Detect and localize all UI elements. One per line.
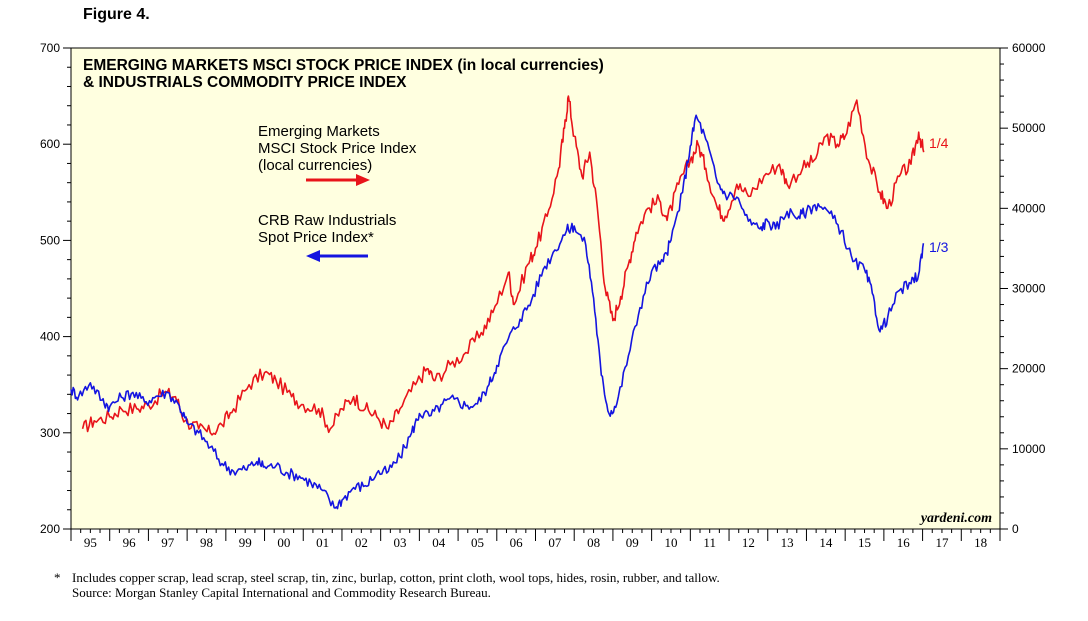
x-tick-label: 02 — [355, 535, 368, 550]
legend-em-line-2: MSCI Stock Price Index — [258, 140, 417, 157]
x-tick-label: 00 — [277, 535, 290, 550]
right-tick-label: 10000 — [1012, 442, 1046, 456]
watermark: yardeni.com — [919, 511, 992, 526]
x-tick-label: 98 — [200, 535, 213, 550]
left-tick-label: 400 — [40, 330, 60, 344]
legend-em-line-3: (local currencies) — [258, 157, 372, 174]
x-tick-label: 15 — [858, 535, 871, 550]
x-tick-label: 95 — [84, 535, 97, 550]
x-tick-label: 09 — [626, 535, 639, 550]
x-tick-label: 06 — [510, 535, 524, 550]
footnote: * Includes copper scrap, lead scrap, stee… — [54, 570, 720, 600]
legend-emerging-markets: Emerging Markets MSCI Stock Price Index … — [258, 123, 417, 186]
left-tick-label: 300 — [40, 426, 60, 440]
series-line-crb — [70, 114, 925, 510]
x-tick-label: 13 — [781, 535, 794, 550]
left-tick-label: 200 — [40, 522, 60, 536]
left-axis-labels: 200 300 400 500 600 700 — [40, 41, 60, 536]
x-tick-label: 01 — [316, 535, 329, 550]
left-tick-label: 700 — [40, 41, 60, 55]
x-tick-label: 05 — [471, 535, 484, 550]
right-tick-label: 50000 — [1012, 121, 1046, 135]
axis-ticks — [63, 47, 1008, 541]
x-tick-label: 97 — [161, 535, 175, 550]
legend-em-line-1: Emerging Markets — [258, 123, 380, 140]
right-tick-label: 60000 — [1012, 41, 1046, 55]
x-tick-label: 18 — [974, 535, 987, 550]
legend-crb-arrow-head — [306, 250, 320, 262]
right-tick-label: 0 — [1012, 522, 1019, 536]
right-tick-label: 30000 — [1012, 282, 1046, 296]
x-tick-label: 03 — [394, 535, 407, 550]
x-tick-label: 17 — [935, 535, 949, 550]
x-tick-label: 08 — [587, 535, 600, 550]
right-tick-label: 20000 — [1012, 362, 1046, 376]
x-tick-label: 07 — [548, 535, 562, 550]
footnote-note: Includes copper scrap, lead scrap, steel… — [72, 570, 720, 585]
right-tick-label: 40000 — [1012, 201, 1046, 215]
x-tick-label: 12 — [742, 535, 755, 550]
x-tick-label: 96 — [123, 535, 137, 550]
x-axis-labels: 95 96 97 98 99 00 01 02 03 04 05 06 07 08 09 10 11 12 13 14… — [84, 535, 987, 550]
x-tick-label: 04 — [432, 535, 446, 550]
legend-crb-line-2: Spot Price Index* — [258, 229, 374, 246]
end-label-crb: 1/3 — [929, 239, 949, 255]
figure-label: Figure 4. — [83, 6, 150, 23]
chart-subtitle: & INDUSTRIALS COMMODITY PRICE INDEX — [83, 74, 407, 91]
series-line-emerging-markets — [81, 95, 925, 436]
x-tick-label: 10 — [664, 535, 677, 550]
end-label-emerging-markets: 1/4 — [929, 135, 949, 151]
x-tick-label: 99 — [239, 535, 252, 550]
legend-em-arrow-head — [356, 174, 370, 186]
x-tick-label: 14 — [819, 535, 833, 550]
legend-crb-line-1: CRB Raw Industrials — [258, 212, 396, 229]
right-axis-labels: 0 10000 20000 30000 40000 50000 60000 — [1012, 41, 1046, 536]
x-tick-label: 16 — [897, 535, 911, 550]
x-tick-label: 11 — [703, 535, 716, 550]
footnote-marker: * — [54, 570, 61, 585]
left-tick-label: 600 — [40, 137, 60, 151]
legend-crb: CRB Raw Industrials Spot Price Index* — [258, 212, 396, 262]
footnote-source: Source: Morgan Stanley Capital Internati… — [72, 585, 491, 600]
chart-title: EMERGING MARKETS MSCI STOCK PRICE INDEX … — [83, 57, 604, 74]
left-tick-label: 500 — [40, 233, 60, 247]
